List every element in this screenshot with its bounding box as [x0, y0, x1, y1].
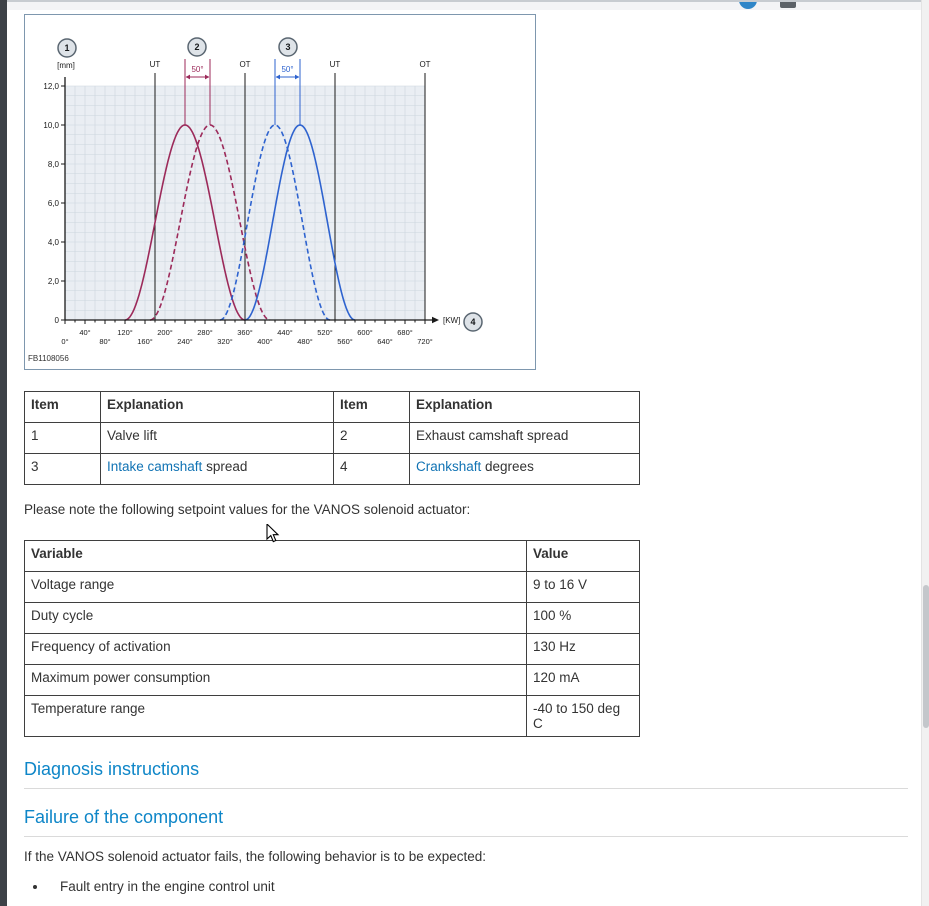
svg-text:320°: 320°: [217, 337, 233, 346]
failure-intro-text: If the VANOS solenoid actuator fails, th…: [24, 849, 487, 864]
svg-text:UT: UT: [150, 60, 161, 69]
table-cell: 4: [333, 453, 410, 485]
table-row: Duty cycle 100 %: [24, 602, 640, 634]
svg-text:160°: 160°: [137, 337, 153, 346]
column-header: Explanation: [100, 391, 334, 423]
svg-text:UT: UT: [330, 60, 341, 69]
table-cell: Duty cycle: [24, 602, 527, 634]
svg-text:640°: 640°: [377, 337, 393, 346]
table-header-row: Item Explanation Item Explanation: [24, 391, 640, 423]
table-cell: 2: [333, 422, 410, 454]
svg-text:520°: 520°: [317, 328, 333, 337]
svg-text:12,0: 12,0: [43, 82, 59, 91]
valve-lift-figure: UT OT UT OT 50° 50° 0 2,0 4,0 6,0 8,0 10,0 12,0 0° 40°…: [24, 14, 536, 370]
table-cell: Crankshaft degrees: [409, 453, 640, 485]
document-content: UT OT UT OT 50° 50° 0 2,0 4,0 6,0 8,0 10,0 12,0 0° 40°…: [24, 14, 908, 906]
table-cell: 130 Hz: [526, 633, 640, 665]
setpoint-note: Please note the following setpoint value…: [24, 502, 471, 517]
svg-text:440°: 440°: [277, 328, 293, 337]
svg-text:0°: 0°: [61, 337, 68, 346]
svg-text:8,0: 8,0: [48, 160, 60, 169]
svg-text:2: 2: [194, 42, 199, 52]
table-cell: 9 to 16 V: [526, 571, 640, 603]
bullet-item: Fault entry in the engine control unit: [48, 879, 908, 894]
column-header: Item: [333, 391, 410, 423]
table-cell: Frequency of activation: [24, 633, 527, 665]
column-header: Explanation: [409, 391, 640, 423]
svg-text:600°: 600°: [357, 328, 373, 337]
cell-text: degrees: [481, 459, 534, 474]
svg-text:[KW]: [KW]: [443, 316, 460, 325]
table-cell: 120 mA: [526, 664, 640, 696]
table-cell: Valve lift: [100, 422, 334, 454]
scrollbar[interactable]: [921, 0, 929, 906]
table-row: Temperature range -40 to 150 deg C: [24, 695, 640, 737]
table-cell: Voltage range: [24, 571, 527, 603]
svg-text:400°: 400°: [257, 337, 273, 346]
mouse-cursor: [266, 524, 280, 543]
table-cell: 3: [24, 453, 101, 485]
cell-text: spread: [202, 459, 248, 474]
svg-text:FB1108056: FB1108056: [28, 354, 69, 363]
svg-text:[mm]: [mm]: [57, 61, 75, 70]
item-explanation-table: Item Explanation Item Explanation 1 Valv…: [24, 391, 640, 485]
column-header: Value: [526, 540, 640, 572]
toolbar-partial: [7, 0, 921, 10]
svg-text:1: 1: [64, 43, 69, 53]
svg-text:80°: 80°: [99, 337, 110, 346]
svg-text:3: 3: [285, 42, 290, 52]
svg-text:680°: 680°: [397, 328, 413, 337]
left-edge-bar: [0, 0, 7, 906]
crankshaft-link[interactable]: Crankshaft: [416, 459, 482, 474]
table-cell: 100 %: [526, 602, 640, 634]
svg-text:2,0: 2,0: [48, 277, 60, 286]
svg-text:0: 0: [55, 316, 60, 325]
table-row: Voltage range 9 to 16 V: [24, 571, 640, 603]
svg-text:240°: 240°: [177, 337, 193, 346]
table-header-row: Variable Value: [24, 540, 640, 572]
svg-text:10,0: 10,0: [43, 121, 59, 130]
heading-diagnosis-instructions: Diagnosis instructions: [24, 759, 908, 789]
table-cell: -40 to 150 deg C: [526, 695, 640, 737]
table-cell: Intake camshaft spread: [100, 453, 334, 485]
svg-text:50°: 50°: [191, 65, 203, 74]
cam-timing-chart: UT OT UT OT 50° 50° 0 2,0 4,0 6,0 8,0 10,0 12,0 0° 40°…: [28, 37, 483, 363]
print-icon[interactable]: [780, 2, 796, 8]
table-row: 3 Intake camshaft spread 4 Crankshaft de…: [24, 453, 640, 485]
svg-text:480°: 480°: [297, 337, 313, 346]
svg-text:200°: 200°: [157, 328, 173, 337]
svg-text:4,0: 4,0: [48, 238, 60, 247]
intake-camshaft-link[interactable]: Intake camshaft: [107, 459, 203, 474]
svg-text:4: 4: [470, 317, 475, 327]
svg-text:120°: 120°: [117, 328, 133, 337]
svg-text:50°: 50°: [281, 65, 293, 74]
table-cell: 1: [24, 422, 101, 454]
heading-failure-of-component: Failure of the component: [24, 807, 908, 837]
svg-text:OT: OT: [239, 60, 250, 69]
table-row: 1 Valve lift 2 Exhaust camshaft spread: [24, 422, 640, 454]
svg-text:OT: OT: [419, 60, 430, 69]
table-cell: Temperature range: [24, 695, 527, 737]
failure-behavior-list: Fault entry in the engine control unit E…: [24, 879, 908, 906]
table-cell: Exhaust camshaft spread: [409, 422, 640, 454]
svg-text:6,0: 6,0: [48, 199, 60, 208]
svg-text:720°: 720°: [417, 337, 433, 346]
help-icon[interactable]: [739, 2, 757, 9]
column-header: Item: [24, 391, 101, 423]
svg-text:560°: 560°: [337, 337, 353, 346]
column-header: Variable: [24, 540, 527, 572]
svg-text:360°: 360°: [237, 328, 253, 337]
svg-text:280°: 280°: [197, 328, 213, 337]
table-cell: Maximum power consumption: [24, 664, 527, 696]
setpoint-table: Variable Value Voltage range 9 to 16 V D…: [24, 540, 640, 737]
svg-text:40°: 40°: [79, 328, 90, 337]
table-row: Maximum power consumption 120 mA: [24, 664, 640, 696]
table-row: Frequency of activation 130 Hz: [24, 633, 640, 665]
scrollbar-thumb[interactable]: [923, 585, 929, 728]
